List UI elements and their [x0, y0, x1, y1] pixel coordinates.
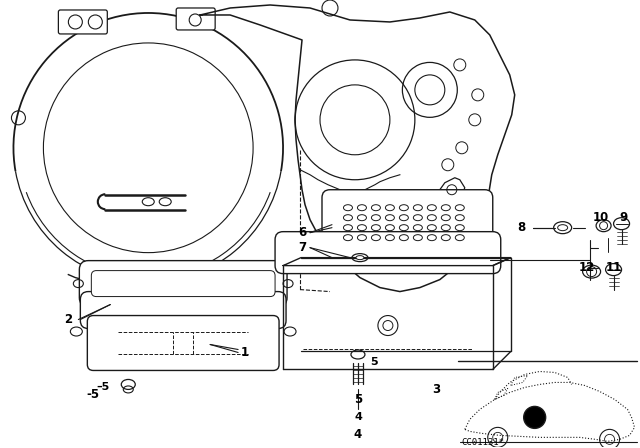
FancyBboxPatch shape: [176, 8, 215, 30]
Text: 9: 9: [620, 211, 628, 224]
Text: 5: 5: [354, 393, 362, 406]
FancyBboxPatch shape: [81, 292, 286, 328]
FancyBboxPatch shape: [58, 10, 108, 34]
FancyBboxPatch shape: [275, 232, 500, 274]
FancyBboxPatch shape: [322, 190, 493, 258]
Text: 8: 8: [518, 221, 526, 234]
FancyBboxPatch shape: [79, 261, 287, 306]
Circle shape: [524, 406, 546, 428]
Text: 6: 6: [298, 226, 306, 239]
Text: 5: 5: [370, 358, 378, 367]
Text: 7: 7: [298, 241, 306, 254]
Text: 11: 11: [605, 261, 621, 274]
Text: 4: 4: [354, 428, 362, 441]
FancyBboxPatch shape: [92, 271, 275, 297]
Ellipse shape: [356, 256, 364, 260]
Text: -5: -5: [87, 388, 100, 401]
Text: 4: 4: [354, 413, 362, 422]
Text: 10: 10: [593, 211, 609, 224]
Text: 3: 3: [432, 383, 440, 396]
Text: 12: 12: [579, 261, 595, 274]
FancyBboxPatch shape: [87, 315, 279, 370]
Text: 1: 1: [241, 346, 249, 359]
Text: CC01131*: CC01131*: [462, 438, 505, 447]
Text: 2: 2: [64, 313, 72, 326]
Text: –5: –5: [97, 383, 109, 392]
